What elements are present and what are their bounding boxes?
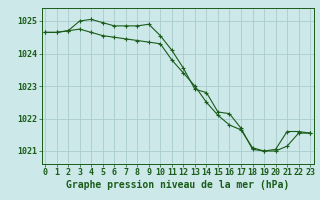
X-axis label: Graphe pression niveau de la mer (hPa): Graphe pression niveau de la mer (hPa)	[66, 180, 289, 190]
